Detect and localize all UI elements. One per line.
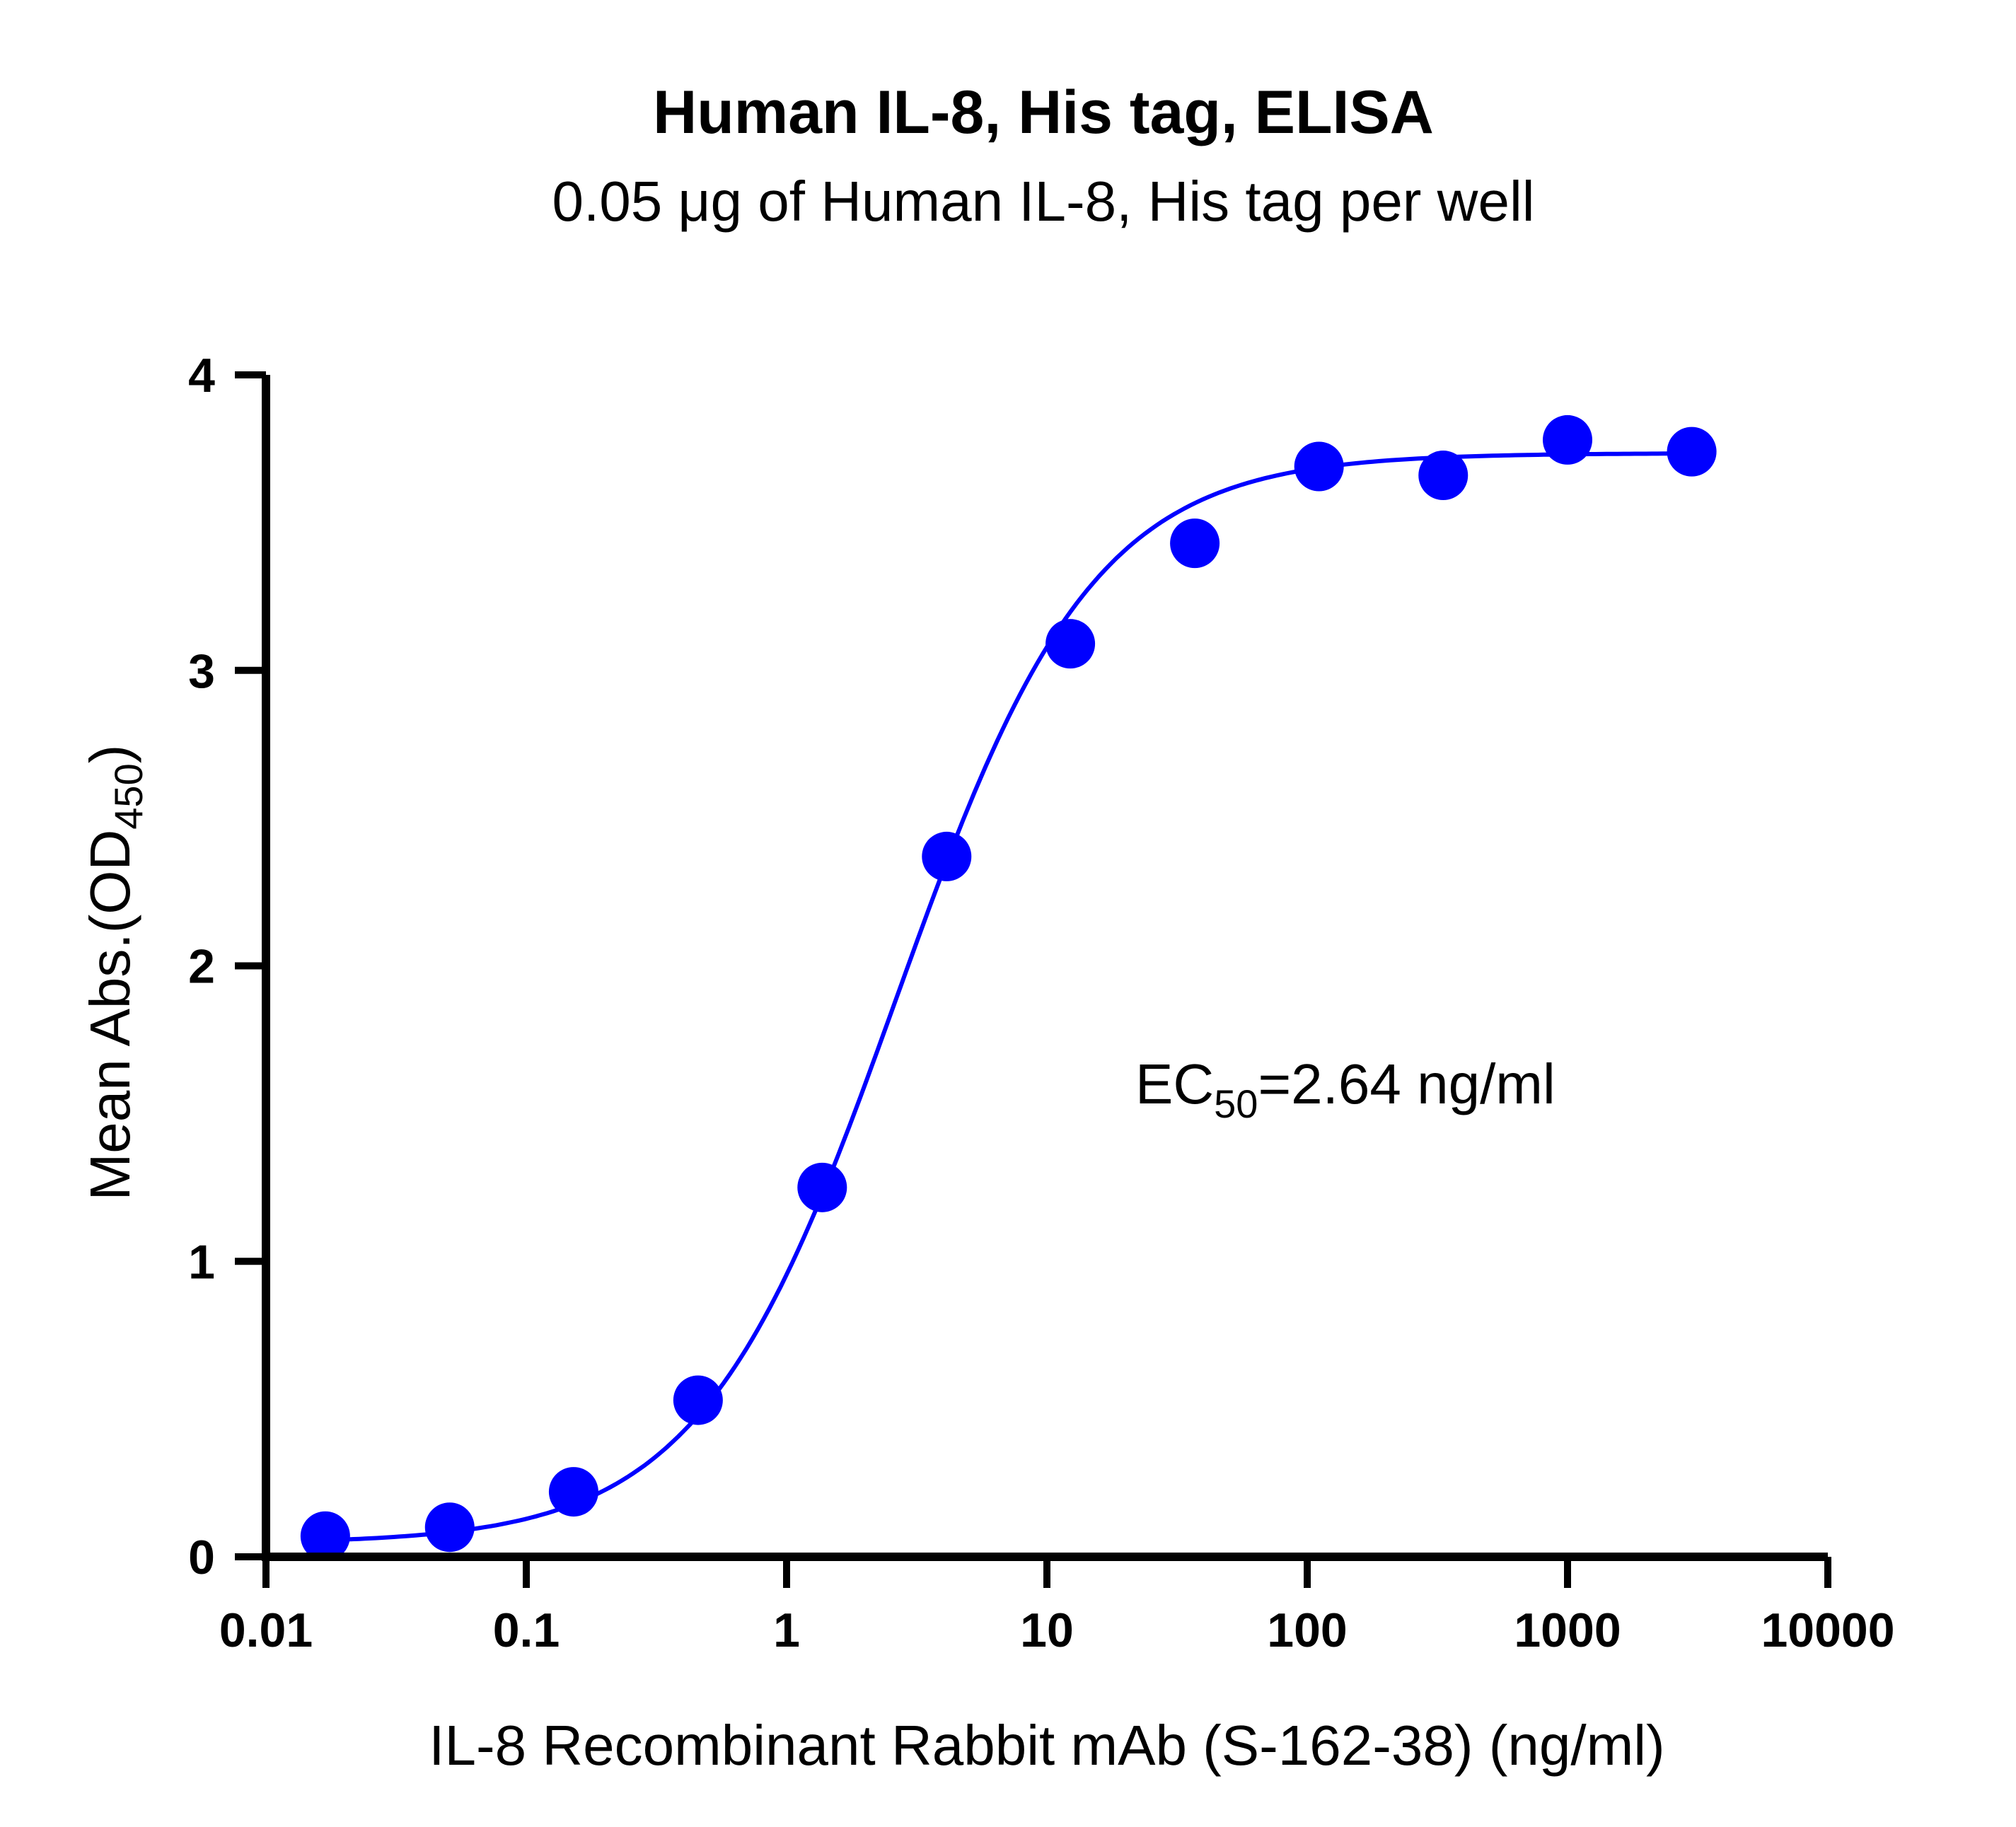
x-axis-ticks: 0.01 0.1 1 10 100 1000 10000 bbox=[219, 1557, 1895, 1657]
data-point bbox=[300, 1511, 350, 1561]
x-tick-label: 1000 bbox=[1514, 1603, 1621, 1657]
data-point bbox=[1170, 518, 1220, 569]
data-point bbox=[548, 1467, 598, 1517]
x-axis-title: IL-8 Recombinant Rabbit mAb (S-162-38) (… bbox=[429, 1714, 1664, 1777]
x-tick-label: 100 bbox=[1267, 1603, 1347, 1657]
data-point bbox=[1667, 427, 1717, 477]
data-point bbox=[1294, 441, 1344, 492]
data-points bbox=[300, 414, 1717, 1561]
y-axis-title-subscript: 450 bbox=[106, 763, 151, 829]
chart-subtitle: 0.05 μg of Human IL-8, His tag per well bbox=[552, 170, 1535, 233]
y-tick-label: 1 bbox=[188, 1235, 215, 1289]
data-point bbox=[673, 1375, 723, 1425]
y-axis-title-close: ) bbox=[79, 745, 141, 764]
ec50-prefix: EC bbox=[1135, 1052, 1214, 1115]
x-tick-label: 0.01 bbox=[219, 1603, 313, 1657]
chart-title: Human IL-8, His tag, ELISA bbox=[653, 79, 1434, 146]
data-point bbox=[922, 831, 972, 881]
y-tick-label: 3 bbox=[188, 644, 215, 698]
y-tick-label: 0 bbox=[188, 1531, 215, 1584]
x-tick-label: 10 bbox=[1020, 1603, 1074, 1657]
y-axis-title: Mean Abs.(OD450) bbox=[79, 745, 151, 1201]
ec50-annotation: EC50=2.64 ng/ml bbox=[1135, 1052, 1556, 1126]
data-point bbox=[424, 1502, 475, 1553]
x-tick-label: 1 bbox=[773, 1603, 800, 1657]
fit-curve bbox=[325, 451, 1692, 1543]
ec50-value: =2.64 ng/ml bbox=[1258, 1052, 1555, 1115]
ec50-subscript: 50 bbox=[1214, 1081, 1258, 1126]
x-tick-label: 10000 bbox=[1761, 1603, 1894, 1657]
plot-area bbox=[300, 414, 1717, 1561]
y-tick-label: 4 bbox=[188, 349, 215, 402]
y-tick-label: 2 bbox=[188, 940, 215, 994]
x-tick-label: 0.1 bbox=[493, 1603, 560, 1657]
data-point bbox=[1418, 451, 1468, 501]
y-axis-title-main: Mean Abs.(OD bbox=[79, 830, 141, 1201]
y-axis-ticks: 0 1 2 3 4 bbox=[188, 349, 266, 1584]
data-point bbox=[1045, 619, 1096, 669]
axes: 0.01 0.1 1 10 100 1000 10000 0 1 2 3 4 bbox=[188, 349, 1894, 1657]
data-point bbox=[797, 1162, 847, 1212]
data-point bbox=[1543, 414, 1592, 465]
